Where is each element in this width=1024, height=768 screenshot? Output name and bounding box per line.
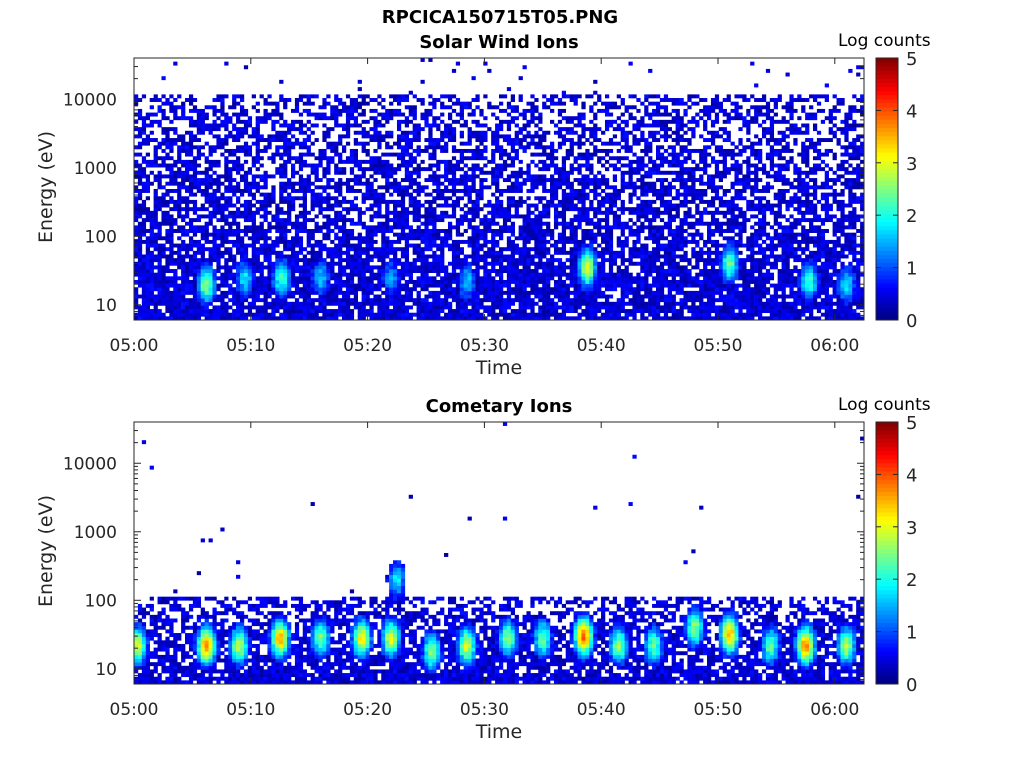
axes-frame-0 [133, 57, 865, 321]
colorbar-tick-label-0-1: 1 [906, 259, 917, 280]
x-tick-label-0-1: 05:10 [226, 336, 275, 356]
y-tick-label-1-2: 1000 [74, 523, 117, 543]
colorbar-1 [876, 422, 898, 685]
colorbar-tick-label-0-5: 5 [906, 49, 917, 70]
axes-frame-1 [133, 421, 865, 685]
x-tick-label-1-4: 05:40 [577, 700, 626, 720]
colorbar-tick-label-1-2: 2 [906, 570, 917, 591]
y-tick-label-0-0: 10 [95, 296, 117, 316]
heatmap-1 [134, 422, 865, 685]
colorbar-label-cometary: Log counts [838, 395, 931, 415]
x-tick-label-0-0: 05:00 [110, 336, 159, 356]
colorbar-tick-label-0-2: 2 [906, 206, 917, 227]
colorbar-tick-label-1-0: 0 [906, 675, 917, 696]
x-tick-label-1-3: 05:30 [460, 700, 509, 720]
x-tick-label-0-3: 05:30 [460, 336, 509, 356]
y-tick-label-1-0: 10 [95, 660, 117, 680]
x-axis-label-solar-wind: Time [475, 357, 523, 379]
x-tick-label-0-6: 06:00 [810, 336, 859, 356]
x-tick-label-1-1: 05:10 [226, 700, 275, 720]
colorbar-label-solar-wind: Log counts [838, 31, 931, 51]
colorbar-tick-label-1-5: 5 [906, 413, 917, 434]
x-tick-label-1-2: 05:20 [343, 700, 392, 720]
colorbar-frame-1 [875, 421, 899, 685]
x-tick-label-1-6: 06:00 [810, 700, 859, 720]
y-tick-label-0-1: 100 [85, 227, 117, 247]
colorbar-tick-label-1-3: 3 [906, 518, 917, 539]
colorbar-tick-label-1-4: 4 [906, 465, 917, 486]
y-tick-label-0-3: 10000 [63, 90, 117, 110]
colorbar-frame-0 [875, 57, 899, 321]
colorbar-tick-label-0-3: 3 [906, 154, 917, 175]
x-tick-label-1-5: 05:50 [694, 700, 743, 720]
x-tick-label-1-0: 05:00 [110, 700, 159, 720]
x-tick-label-0-5: 05:50 [694, 336, 743, 356]
panel-title-cometary: Cometary Ions [425, 396, 573, 417]
y-tick-label-0-2: 1000 [74, 159, 117, 179]
y-tick-label-1-3: 10000 [63, 454, 117, 474]
y-tick-label-1-1: 100 [85, 591, 117, 611]
figure-title: RPCICA150715T05.PNG [381, 7, 619, 28]
heatmap-0 [134, 58, 865, 321]
panel-title-solar-wind: Solar Wind Ions [419, 32, 579, 53]
colorbar-0 [876, 58, 898, 321]
x-axis-label-cometary: Time [475, 721, 523, 743]
colorbar-tick-label-0-4: 4 [906, 101, 917, 122]
x-tick-label-0-2: 05:20 [343, 336, 392, 356]
colorbar-tick-label-0-0: 0 [906, 311, 917, 332]
colorbar-tick-label-1-1: 1 [906, 623, 917, 644]
x-tick-label-0-4: 05:40 [577, 336, 626, 356]
